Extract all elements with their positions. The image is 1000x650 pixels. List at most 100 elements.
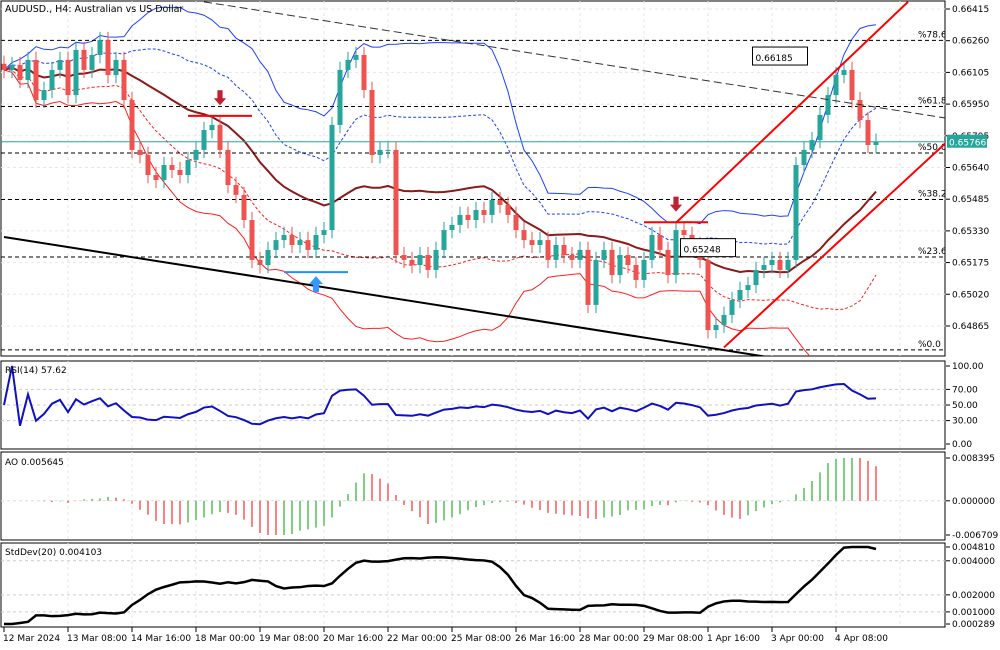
candle-body bbox=[561, 244, 567, 256]
buy-arrow-icon bbox=[309, 276, 323, 293]
candle-body bbox=[673, 230, 679, 276]
candle-body bbox=[609, 249, 615, 276]
candle-body bbox=[385, 149, 391, 151]
candle-body bbox=[265, 249, 271, 266]
candle-body bbox=[617, 255, 623, 276]
candle-body bbox=[761, 265, 767, 270]
candle-body bbox=[41, 89, 47, 101]
candle-body bbox=[465, 214, 471, 221]
stddev-tick-label: 0.004810 bbox=[952, 543, 995, 553]
candle-body bbox=[769, 259, 775, 266]
candle-body bbox=[401, 255, 407, 260]
candle-body bbox=[649, 234, 655, 260]
main-plot: %78.6 %61.8 %50.0 %38.2 %23.6 %0.0 0.66185 0.65… bbox=[1, 1, 947, 356]
rsi-line bbox=[3, 365, 877, 427]
candle-body bbox=[417, 255, 423, 266]
candle-body bbox=[273, 240, 279, 250]
stddev-tick-label: 0.001000 bbox=[952, 608, 995, 618]
fib-level-label: %38.2 bbox=[918, 189, 947, 199]
candle-body bbox=[497, 200, 503, 205]
candle-body bbox=[873, 141, 879, 145]
time-label: 4 Apr 08:00 bbox=[835, 634, 888, 644]
price-tick-label: 0.66415 bbox=[952, 5, 989, 15]
candle-body bbox=[297, 240, 303, 245]
candle-body bbox=[833, 75, 839, 96]
candle-body bbox=[89, 55, 95, 70]
candle-body bbox=[681, 230, 687, 235]
candle-body bbox=[97, 40, 103, 56]
candle-body bbox=[369, 89, 375, 156]
candle-body bbox=[705, 259, 711, 331]
support-trendline bbox=[3, 236, 768, 356]
time-label: 28 Mar 00:00 bbox=[579, 634, 639, 644]
sell-arrow-icon bbox=[212, 89, 228, 107]
candle-body bbox=[585, 249, 591, 305]
ao-tick-label: -0.006709 bbox=[952, 531, 998, 541]
moving-average-line bbox=[3, 66, 877, 274]
candle-body bbox=[353, 55, 359, 60]
candle-body bbox=[489, 200, 495, 215]
candle-body bbox=[345, 59, 351, 70]
candle-body bbox=[793, 165, 799, 260]
rsi-tick-label: 100.00 bbox=[952, 362, 984, 372]
candle-body bbox=[809, 140, 815, 150]
price-label: 0.65248 bbox=[684, 246, 721, 256]
candle-body bbox=[817, 114, 823, 141]
candle-body bbox=[249, 220, 255, 260]
price-tick-label: 0.64865 bbox=[952, 322, 989, 332]
time-label: 13 Mar 08:00 bbox=[67, 634, 127, 644]
candle-body bbox=[505, 204, 511, 215]
time-label: 1 Apr 16:00 bbox=[707, 634, 760, 644]
channel-upper-line bbox=[675, 1, 909, 224]
candle-body bbox=[801, 149, 807, 166]
candle-body bbox=[825, 95, 831, 115]
candle-body bbox=[225, 149, 231, 186]
price-label-box bbox=[752, 46, 808, 66]
candle-body bbox=[209, 124, 215, 131]
candle-body bbox=[313, 234, 319, 250]
candle-body bbox=[513, 214, 519, 231]
candle-body bbox=[625, 255, 631, 266]
stddev-line bbox=[4, 545, 877, 626]
candle-body bbox=[721, 314, 727, 325]
candle-body bbox=[321, 230, 327, 235]
time-label: 26 Mar 16:00 bbox=[515, 634, 575, 644]
price-tick-label: 0.65640 bbox=[952, 163, 989, 173]
time-label: 25 Mar 08:00 bbox=[451, 634, 511, 644]
candle-body bbox=[121, 59, 127, 101]
candle-body bbox=[289, 234, 295, 245]
candle-body bbox=[433, 249, 439, 270]
candle-body bbox=[777, 259, 783, 270]
time-label: 22 Mar 00:00 bbox=[387, 634, 447, 644]
lower-inner-band-line bbox=[4, 69, 877, 311]
candle-body bbox=[329, 124, 335, 231]
candle-body bbox=[177, 169, 183, 176]
candle-body bbox=[441, 230, 447, 250]
candle-body bbox=[185, 159, 191, 176]
time-label: 12 Mar 2024 bbox=[3, 634, 60, 644]
stddev-tick-label: 0.002000 bbox=[952, 591, 995, 601]
candle-body bbox=[553, 244, 559, 260]
fib-level-label: %23.6 bbox=[918, 247, 947, 257]
candle-body bbox=[841, 69, 847, 76]
candle-body bbox=[201, 130, 207, 150]
candle-body bbox=[9, 65, 15, 70]
stddev-tick-label: 0.000289 bbox=[952, 620, 995, 630]
candle-body bbox=[153, 175, 159, 180]
sell-arrow-icon bbox=[668, 195, 684, 213]
time-label: 3 Apr 00:00 bbox=[771, 634, 824, 644]
candle-body bbox=[857, 100, 863, 121]
candle-body bbox=[73, 49, 79, 96]
candle-body bbox=[217, 124, 223, 150]
candle-body bbox=[241, 194, 247, 221]
price-label: 0.66185 bbox=[756, 54, 793, 64]
candle-body bbox=[305, 240, 311, 250]
fib-level-label: %50.0 bbox=[918, 143, 947, 153]
resistance-trendline bbox=[203, 1, 945, 119]
candle-body bbox=[865, 120, 871, 145]
candle-body bbox=[537, 240, 543, 245]
candle-body bbox=[657, 234, 663, 250]
candle-body bbox=[161, 165, 167, 180]
